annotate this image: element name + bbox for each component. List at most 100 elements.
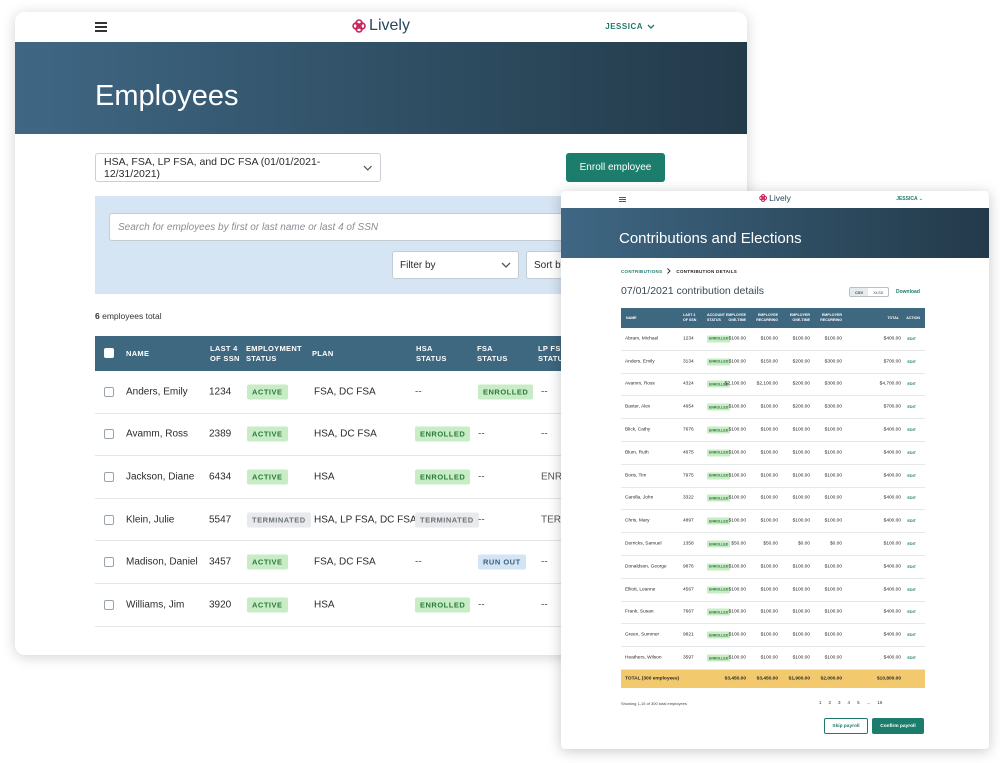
employee-ssn: 4567: [683, 587, 694, 593]
account-status-badge: ENROLLED: [707, 403, 731, 411]
table-row: Heathers, Wilson 3597 ENROLLED $100.00 $100.…: [621, 647, 925, 670]
filter-by-select[interactable]: Filter by: [392, 251, 519, 279]
col-lpfsa-1: LP FSA: [538, 344, 567, 353]
employer-one-time: $100.00: [792, 632, 810, 638]
lpfsa-status: --: [541, 599, 548, 611]
employer-one-time: $100.00: [792, 473, 810, 479]
edit-link[interactable]: EDIT: [907, 656, 916, 661]
lively-logo[interactable]: Lively: [759, 193, 791, 203]
user-menu[interactable]: JESSICA ⌄: [896, 196, 923, 202]
edit-link[interactable]: EDIT: [907, 610, 916, 615]
employer-one-time: $100.00: [792, 495, 810, 501]
breadcrumb-current: CONTRIBUTION DETAILS: [676, 268, 738, 274]
confirm-payroll-button[interactable]: Confirm payroll: [872, 718, 924, 734]
row-total: $700.00: [883, 404, 901, 410]
employee-recurring: $100.00: [760, 450, 778, 456]
col-ee-rec-2: RECURRING: [756, 317, 778, 322]
row-checkbox[interactable]: [104, 599, 114, 610]
row-checkbox[interactable]: [104, 429, 114, 440]
col-hsa-1: HSA: [416, 344, 433, 353]
row-checkbox[interactable]: [104, 386, 114, 397]
employee-ssn: 3322: [683, 495, 694, 501]
enroll-employee-button[interactable]: Enroll employee: [566, 153, 665, 182]
edit-link[interactable]: EDIT: [907, 336, 916, 341]
page-title: Contributions and Elections: [619, 230, 802, 247]
row-checkbox[interactable]: [104, 557, 114, 568]
employer-one-time: $100.00: [792, 518, 810, 524]
skip-payroll-button[interactable]: Skip payroll: [824, 718, 868, 734]
user-name: JESSICA: [605, 22, 643, 31]
format-xlsx[interactable]: XLSX: [873, 289, 884, 295]
page-header: Employees: [15, 42, 747, 134]
user-menu[interactable]: JESSICA: [605, 22, 655, 31]
table-row[interactable]: Anders, Emily 1234 ACTIVE FSA, DC FSA -- ENRO…: [95, 371, 747, 414]
edit-link[interactable]: EDIT: [907, 633, 916, 638]
employee-name: Avamm, Ross: [625, 381, 655, 387]
lively-logo[interactable]: Lively: [352, 17, 410, 35]
total-sum: $10,800.00: [876, 676, 901, 682]
edit-link[interactable]: EDIT: [907, 473, 916, 478]
edit-link[interactable]: EDIT: [907, 405, 916, 410]
row-checkbox[interactable]: [104, 471, 114, 482]
row-total: $400.00: [883, 632, 901, 638]
menu-icon[interactable]: [95, 22, 107, 32]
edit-link[interactable]: EDIT: [907, 359, 916, 364]
employer-recurring: $300.00: [824, 404, 842, 410]
plan-select[interactable]: HSA, FSA, LP FSA, and DC FSA (01/01/2021…: [95, 153, 381, 182]
page-link[interactable]: 3: [838, 700, 841, 705]
edit-link[interactable]: EDIT: [907, 519, 916, 524]
table-row: Blick, Cathy 7676 ENROLLED $100.00 $100.00 $1…: [621, 419, 925, 442]
col-name: NAME: [126, 349, 150, 358]
employee-one-time: $100.00: [728, 632, 746, 638]
select-all-checkbox[interactable]: [104, 348, 114, 358]
search-input[interactable]: Search for employees by first or last na…: [109, 213, 629, 241]
col-plan: PLAN: [312, 349, 334, 358]
employee-recurring: $100.00: [760, 495, 778, 501]
employee-one-time: $100.00: [728, 359, 746, 365]
row-checkbox[interactable]: [104, 514, 114, 525]
employee-ssn: 6434: [209, 471, 232, 483]
table-row[interactable]: Jackson, Diane 6434 ACTIVE HSA ENROLLED -- ENR: [95, 456, 747, 499]
edit-link[interactable]: EDIT: [907, 428, 916, 433]
sort-by-label: Sort by: [534, 259, 566, 271]
menu-icon[interactable]: [619, 197, 626, 202]
table-header: NAME LAST 4 OF SSN ACCOUNT STATUS EMPLOYEE…: [621, 308, 925, 328]
page-link[interactable]: 16: [877, 700, 883, 705]
table-row[interactable]: Klein, Julie 5547 TERMINATED HSA, LP FSA, D…: [95, 499, 747, 542]
col-ssn: LAST 4 OF SSN: [210, 344, 240, 364]
page-link[interactable]: 4: [847, 700, 851, 705]
col-ssn: LAST 4 OF SSN: [683, 313, 696, 322]
employee-name: Chris, Mary: [625, 518, 650, 524]
breadcrumb-contributions[interactable]: CONTRIBUTIONS: [621, 268, 663, 274]
page-link[interactable]: 1: [819, 700, 822, 705]
table-row[interactable]: Avamm, Ross 2389 ACTIVE HSA, DC FSA ENROLLED…: [95, 414, 747, 457]
employee-one-time: $100.00: [728, 655, 746, 661]
table-row[interactable]: Madison, Daniel 3457 ACTIVE FSA, DC FSA -- RU…: [95, 541, 747, 584]
edit-link[interactable]: EDIT: [907, 564, 916, 569]
employee-name: Klein, Julie: [126, 514, 175, 526]
row-total: $100.00: [883, 541, 901, 547]
edit-link[interactable]: EDIT: [907, 542, 916, 547]
account-status-badge: ENROLLED: [707, 472, 731, 480]
col-account: ACCOUNT STATUS: [707, 313, 725, 322]
employer-recurring: $300.00: [824, 381, 842, 387]
format-csv[interactable]: CSV: [850, 288, 869, 296]
download-link[interactable]: Download: [896, 289, 920, 295]
total-er-rec: $2,000.00: [820, 676, 842, 682]
employee-ssn: 4675: [683, 450, 694, 456]
page-link[interactable]: 5: [857, 700, 860, 705]
employment-status-badge: ACTIVE: [247, 469, 288, 485]
page-link[interactable]: 2: [828, 700, 832, 705]
edit-link[interactable]: EDIT: [907, 382, 916, 387]
lpfsa-status: --: [541, 386, 548, 398]
edit-link[interactable]: EDIT: [907, 496, 916, 501]
plan-select-value: HSA, FSA, LP FSA, and DC FSA (01/01/2021…: [104, 155, 321, 180]
employee-ssn: 1234: [683, 336, 694, 342]
edit-link[interactable]: EDIT: [907, 587, 916, 592]
row-total: $400.00: [883, 655, 901, 661]
table-row[interactable]: Williams, Jim 3920 ACTIVE HSA ENROLLED -- --: [95, 584, 747, 627]
employee-ssn: 1234: [209, 386, 232, 398]
total-label: TOTAL (300 employees): [625, 676, 680, 682]
edit-link[interactable]: EDIT: [907, 450, 916, 455]
employee-name: Donaldson, George: [625, 564, 667, 570]
